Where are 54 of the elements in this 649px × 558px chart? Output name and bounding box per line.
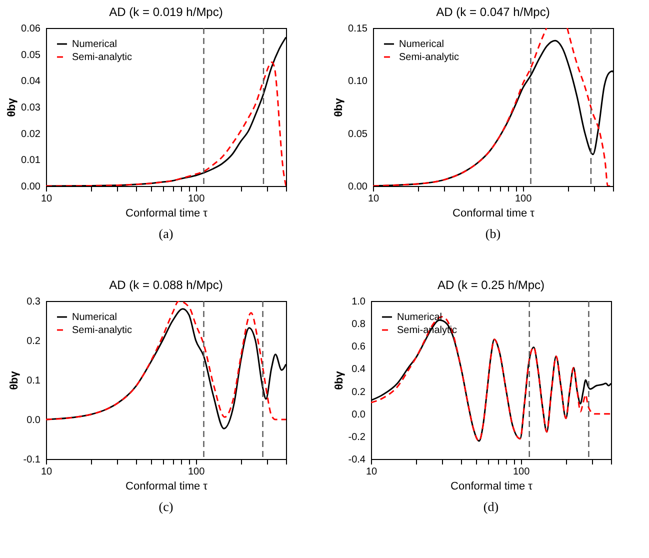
y-tick-label: 0.05 — [21, 50, 41, 61]
y-tick-label: -0.2 — [348, 432, 366, 443]
x-tick-label: 100 — [514, 194, 532, 204]
x-tick-label: 100 — [512, 466, 530, 478]
y-tick-label: 0.0 — [26, 415, 41, 426]
y-tick-label: 0.03 — [21, 102, 41, 114]
x-tick-label: 10 — [366, 466, 378, 478]
x-tick-label: 100 — [188, 194, 206, 204]
y-axis-title: θbγ — [6, 97, 18, 117]
text: (a) — [158, 226, 174, 241]
y-tick-label: 0.4 — [352, 364, 366, 376]
chart-title: AD (k = 0.25 h/Mpc) — [437, 278, 545, 292]
x-axis-title: Conformal time τ — [450, 480, 534, 492]
x-tick-label: 10 — [40, 194, 52, 204]
legend-label: Numerical — [399, 39, 444, 50]
y-tick-label: 0.01 — [21, 155, 41, 166]
chart-title: AD (k = 0.019 h/Mpc) — [109, 5, 223, 19]
y-tick-label: 0.10 — [348, 76, 368, 88]
y-tick-label: 0.2 — [352, 386, 366, 398]
y-tick-label: 0.04 — [21, 76, 41, 88]
text: (d) — [483, 499, 499, 514]
text: (c) — [158, 499, 174, 514]
y-axis-title: θbγ — [333, 97, 346, 117]
y-tick-label: 0.2 — [26, 336, 41, 347]
text: (b) — [485, 226, 501, 241]
y-axis-title: θbγ — [8, 370, 20, 390]
y-axis-title: θbγ — [333, 370, 346, 390]
x-axis-title: Conformal time τ — [452, 208, 536, 220]
y-tick-label: -0.1 — [23, 454, 41, 466]
legend-label: Numerical — [72, 312, 118, 323]
legend-label: Semi-analytic — [72, 325, 132, 336]
y-tick-label: 0.8 — [352, 319, 366, 330]
x-axis-title: Conformal time τ — [126, 480, 208, 492]
x-axis-title: Conformal time τ — [126, 208, 208, 220]
y-tick-label: 0.00 — [348, 182, 368, 192]
legend-label: Numerical — [72, 39, 118, 50]
y-tick-label: 0.06 — [21, 24, 41, 34]
y-tick-label: 0.02 — [21, 128, 41, 140]
y-tick-label: 0.0 — [352, 409, 366, 420]
x-tick-label: 10 — [40, 466, 52, 478]
y-tick-label: 0.00 — [21, 182, 41, 192]
y-tick-label: 0.3 — [26, 296, 41, 308]
legend-label: Semi-analytic — [399, 52, 460, 63]
y-tick-label: 0.05 — [348, 128, 368, 140]
y-tick-label: 0.6 — [352, 342, 366, 353]
y-tick-label: 0.1 — [26, 376, 41, 386]
y-tick-label: 1.0 — [352, 296, 366, 308]
chart-title: AD (k = 0.047 h/Mpc) — [436, 5, 550, 19]
x-tick-label: 10 — [368, 194, 380, 204]
y-tick-label: 0.15 — [348, 24, 368, 34]
chart-title: AD (k = 0.088 h/Mpc) — [109, 278, 223, 292]
x-tick-label: 100 — [188, 466, 206, 478]
y-tick-label: -0.4 — [348, 454, 366, 466]
legend-label: Semi-analytic — [72, 52, 132, 63]
